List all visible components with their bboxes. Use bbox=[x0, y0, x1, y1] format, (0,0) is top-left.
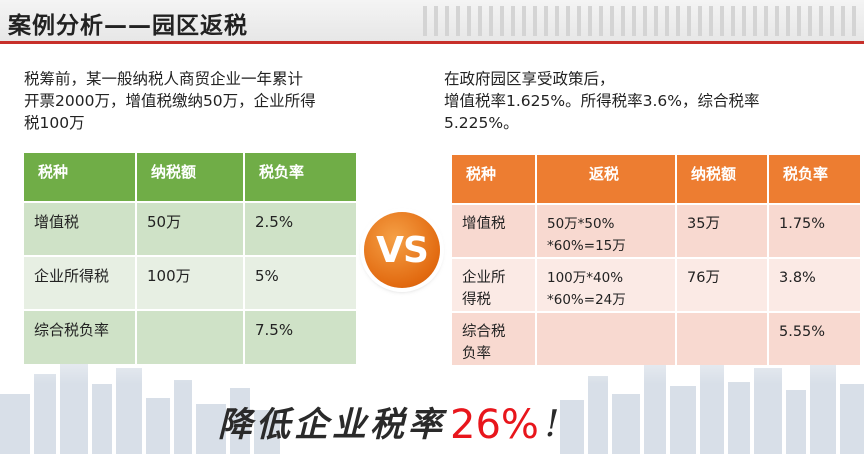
column-header-tax-rate: 税负率 bbox=[244, 153, 356, 202]
table-header-row: 税种 纳税额 税负率 bbox=[24, 153, 356, 202]
slogan-text: 降低企业税率 bbox=[218, 405, 446, 445]
table-cell: 企业所得税 bbox=[24, 255, 137, 310]
table-header-row: 税种 返税 纳税额 税负率 bbox=[452, 155, 860, 204]
intro-before-text: 税筹前，某一般纳税人商贸企业一年累计 开票2000万，增值税缴纳50万，企业所得… bbox=[24, 68, 364, 134]
column-header-tax-amount: 纳税额 bbox=[676, 155, 769, 204]
table-row: 增值税 50万*50% *60%=15万 35万 1.75% bbox=[452, 203, 860, 258]
table-cell: 5% bbox=[244, 255, 356, 310]
intro-after-line: 增值税率1.625%。所得税率3.6%，综合税率 bbox=[444, 92, 760, 110]
table-row: 综合税 负率 5.55% bbox=[452, 311, 860, 365]
cell-line: 企业所 bbox=[462, 270, 506, 286]
cell-line: 50万*50% bbox=[547, 216, 615, 232]
table-cell: 增值税 bbox=[452, 203, 537, 258]
table-cell: 5.55% bbox=[768, 311, 860, 365]
table-row: 综合税负率 7.5% bbox=[24, 309, 356, 364]
table-cell: 50万*50% *60%=15万 bbox=[536, 203, 677, 258]
table-cell: 50万 bbox=[136, 201, 245, 256]
cell-line: 综合税 bbox=[462, 324, 506, 340]
column-header-tax-rate: 税负率 bbox=[768, 155, 860, 204]
intro-after-line: 在政府园区享受政策后， bbox=[444, 70, 615, 88]
vs-badge: VS bbox=[364, 212, 440, 288]
slogan: 降低企业税率 26% ! bbox=[218, 392, 658, 448]
table-cell: 100万 bbox=[136, 255, 245, 310]
table-cell: 综合税负率 bbox=[24, 309, 137, 364]
table-row: 企业所得税 100万 5% bbox=[24, 255, 356, 310]
cell-line: 得税 bbox=[462, 292, 491, 308]
intro-before-line: 税筹前，某一般纳税人商贸企业一年累计 bbox=[24, 70, 304, 88]
table-cell: 2.5% bbox=[244, 201, 356, 256]
after-tax-table: 税种 返税 纳税额 税负率 增值税 50万*50% *60%=15万 35万 1… bbox=[452, 155, 860, 365]
cell-line: 增值税 bbox=[462, 216, 506, 232]
intro-before-line: 税100万 bbox=[24, 114, 85, 132]
table-cell bbox=[136, 309, 245, 364]
table-cell: 综合税 负率 bbox=[452, 311, 537, 365]
intro-before-line: 开票2000万，增值税缴纳50万，企业所得 bbox=[24, 92, 316, 110]
cell-line: 负率 bbox=[462, 346, 491, 362]
table-cell: 76万 bbox=[676, 257, 769, 312]
vs-label: VS bbox=[376, 229, 429, 271]
table-cell: 100万*40% *60%=24万 bbox=[536, 257, 677, 312]
column-header-tax-amount: 纳税额 bbox=[136, 153, 245, 202]
slogan-percent: 26% bbox=[450, 402, 539, 448]
cell-line: 100万*40% bbox=[547, 270, 624, 286]
table-cell: 35万 bbox=[676, 203, 769, 258]
table-cell: 企业所 得税 bbox=[452, 257, 537, 312]
table-cell: 增值税 bbox=[24, 201, 137, 256]
intro-after-text: 在政府园区享受政策后， 增值税率1.625%。所得税率3.6%，综合税率 5.2… bbox=[444, 68, 804, 134]
column-header-rebate: 返税 bbox=[536, 155, 677, 204]
table-cell bbox=[536, 311, 677, 365]
cell-line: *60%=24万 bbox=[547, 292, 626, 308]
table-cell bbox=[676, 311, 769, 365]
before-tax-table: 税种 纳税额 税负率 增值税 50万 2.5% 企业所得税 100万 5% 综合… bbox=[24, 153, 356, 364]
slogan-exclamation: ! bbox=[544, 404, 560, 445]
header-stripe-decoration bbox=[386, 6, 856, 36]
table-cell: 7.5% bbox=[244, 309, 356, 364]
column-header-tax-type: 税种 bbox=[24, 153, 137, 202]
cell-line: *60%=15万 bbox=[547, 238, 626, 254]
table-row: 增值税 50万 2.5% bbox=[24, 201, 356, 256]
title-bar: 案例分析——园区返税 bbox=[0, 0, 864, 44]
table-cell: 3.8% bbox=[768, 257, 860, 312]
table-cell: 1.75% bbox=[768, 203, 860, 258]
column-header-tax-type: 税种 bbox=[452, 155, 537, 204]
table-row: 企业所 得税 100万*40% *60%=24万 76万 3.8% bbox=[452, 257, 860, 312]
intro-after-line: 5.225%。 bbox=[444, 114, 519, 132]
page-title: 案例分析——园区返税 bbox=[8, 13, 248, 39]
city-skyline-background bbox=[0, 324, 864, 454]
